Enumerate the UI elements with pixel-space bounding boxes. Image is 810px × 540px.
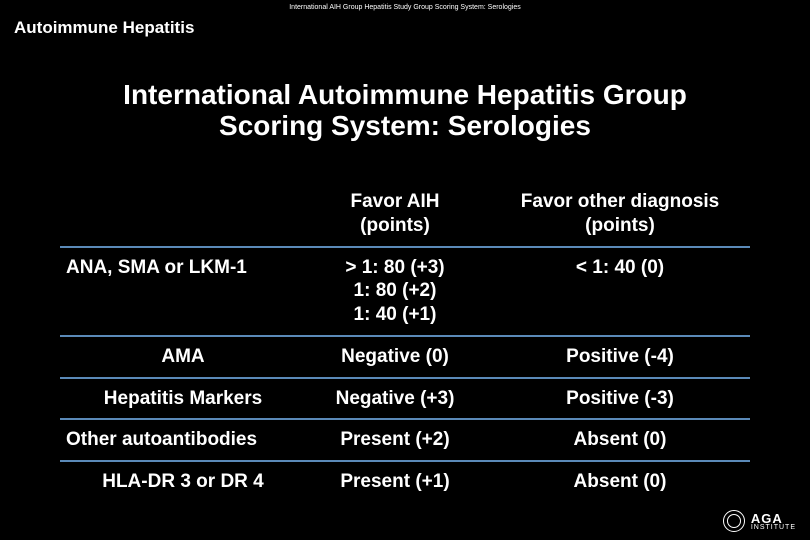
title-line-2: Scoring System: Serologies <box>219 110 591 141</box>
header-favor-aih: Favor AIH (points) <box>300 190 490 238</box>
header-favor-aih-line2: (points) <box>360 215 430 236</box>
serology-table: Favor AIH (points) Favor other diagnosis… <box>60 182 750 502</box>
table-header-row: Favor AIH (points) Favor other diagnosis… <box>60 182 750 246</box>
row-label: AMA <box>60 345 300 369</box>
seal-icon <box>723 510 745 532</box>
row-favor-other: Positive (-4) <box>490 345 750 369</box>
header-favor-other-line1: Favor other diagnosis <box>521 191 719 212</box>
row-favor-other: Absent (0) <box>490 470 750 494</box>
logo-text-block: AGA INSTITUTE <box>751 511 796 531</box>
row-favor-aih: Negative (+3) <box>300 387 490 411</box>
table-row: Hepatitis Markers Negative (+3) Positive… <box>60 379 750 419</box>
table-row: Other autoantibodies Present (+2) Absent… <box>60 420 750 460</box>
row-favor-aih: Present (+2) <box>300 428 490 452</box>
header-favor-other-line2: (points) <box>585 215 655 236</box>
row-label: ANA, SMA or LKM-1 <box>60 256 300 280</box>
logo-sub: INSTITUTE <box>751 524 796 531</box>
slide-topic: Autoimmune Hepatitis <box>14 18 194 38</box>
row-favor-aih: Present (+1) <box>300 470 490 494</box>
row-aih-line1: > 1: 80 (+3) <box>345 257 444 278</box>
row-label: Other autoantibodies <box>60 428 300 452</box>
row-label: Hepatitis Markers <box>60 387 300 411</box>
row-favor-aih: > 1: 80 (+3) 1: 80 (+2) 1: 40 (+1) <box>300 256 490 327</box>
row-aih-line3: 1: 40 (+1) <box>354 304 437 325</box>
row-favor-other: Positive (-3) <box>490 387 750 411</box>
row-label: HLA-DR 3 or DR 4 <box>60 470 300 494</box>
row-favor-other: Absent (0) <box>490 428 750 452</box>
tiny-header: International AIH Group Hepatitis Study … <box>0 4 810 11</box>
header-favor-aih-line1: Favor AIH <box>350 191 439 212</box>
table-row: HLA-DR 3 or DR 4 Present (+1) Absent (0) <box>60 462 750 502</box>
row-favor-aih: Negative (0) <box>300 345 490 369</box>
slide-title: International Autoimmune Hepatitis Group… <box>0 80 810 142</box>
table-row: AMA Negative (0) Positive (-4) <box>60 337 750 377</box>
header-favor-other: Favor other diagnosis (points) <box>490 190 750 238</box>
table-row: ANA, SMA or LKM-1 > 1: 80 (+3) 1: 80 (+2… <box>60 248 750 335</box>
row-favor-other: < 1: 40 (0) <box>490 256 750 280</box>
footer-logo: AGA INSTITUTE <box>723 510 796 532</box>
row-aih-line2: 1: 80 (+2) <box>354 280 437 301</box>
title-line-1: International Autoimmune Hepatitis Group <box>123 79 687 110</box>
